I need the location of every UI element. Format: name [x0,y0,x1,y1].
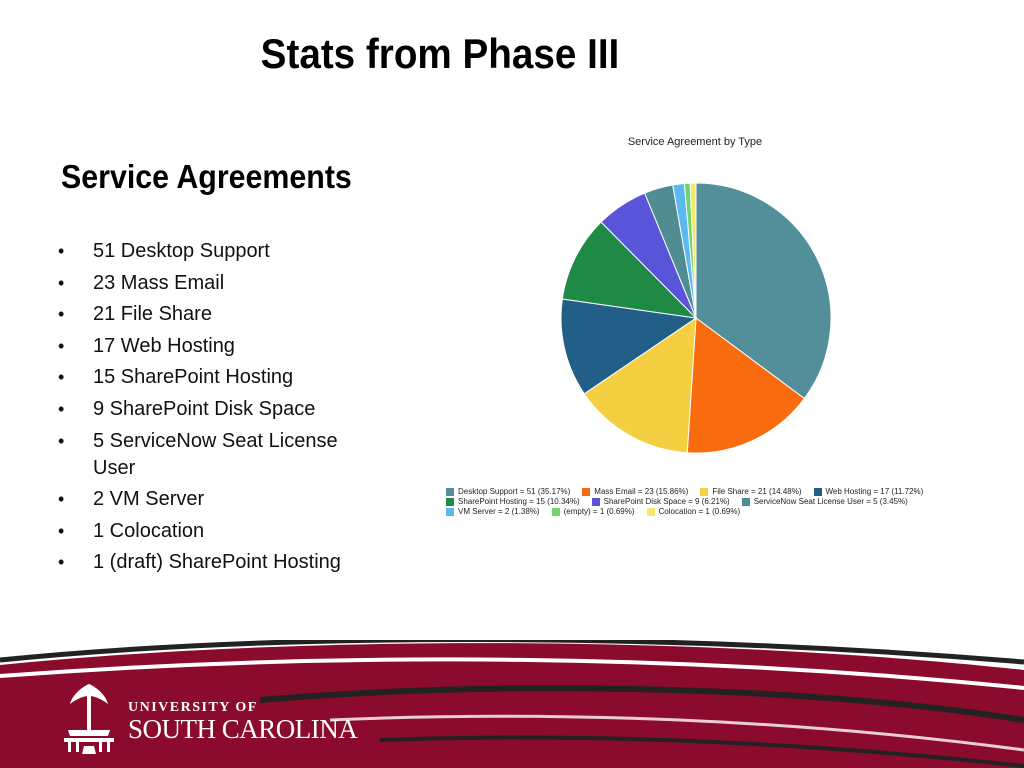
legend-swatch [551,507,560,516]
legend-swatch [582,487,591,496]
logo-line1: UNIVERSITY OF [128,700,258,715]
footer-garnet-band [0,643,1024,768]
legend-item-6: ServiceNow Seat License User = 5 (3.45%) [741,497,908,506]
pie-slice-4 [561,221,698,319]
legend-swatch [591,497,600,506]
legend-item-2: File Share = 21 (14.48%) [700,487,802,496]
legend-label: Colocation = 1 (0.69%) [658,507,741,516]
slide-title: Stats from Phase III [260,30,620,77]
legend-label: File Share = 21 (14.48%) [712,487,802,496]
pie-slice-3 [560,298,698,395]
bullet-item: 17 Web Hosting [58,333,378,360]
legend-item-0: Desktop Support = 51 (35.17%) [446,487,570,496]
legend-item-9: Colocation = 1 (0.69%) [646,507,741,516]
legend-label: Desktop Support = 51 (35.17%) [458,487,571,496]
legend-swatch [646,507,655,516]
footer-stripe [0,640,1024,665]
legend-swatch [741,497,750,506]
legend-item-7: VM Server = 2 (1.38%) [446,507,540,516]
legend-swatch [700,487,709,496]
chart-title: Service Agreement by Type [627,136,763,148]
legend-swatch [446,497,454,506]
legend-label: SharePoint Disk Space = 9 (6.21%) [603,497,730,506]
bullet-item: 1 (draft) SharePoint Hosting [58,549,378,576]
section-heading: Service Agreements [61,158,352,195]
legend-label: VM Server = 2 (1.38%) [458,507,540,516]
university-logo-text: UNIVERSITY OF SOUTH CAROLINA [128,700,358,745]
legend-item-5: SharePoint Disk Space = 9 (6.21%) [591,497,730,506]
legend-label: Web Hosting = 17 (11.72%) [825,487,924,496]
bullet-item: 21 File Share [58,301,378,328]
footer-stripe [329,714,1024,752]
legend-swatch [446,487,454,496]
bullet-item: 1 Colocation [58,518,378,545]
legend-label: (empty) = 1 (0.69%) [563,507,635,516]
legend-item-8: (empty) = 1 (0.69%) [551,507,635,516]
legend-label: Mass Email = 23 (15.86%) [594,487,689,496]
palmetto-crest-icon [64,684,114,754]
logo-line2: SOUTH CAROLINA [128,714,358,744]
legend-item-1: Mass Email = 23 (15.86%) [582,487,688,496]
legend-item-3: Web Hosting = 17 (11.72%) [813,487,924,496]
pie-slice-1 [686,317,806,454]
footer-stripe [0,657,1024,690]
legend-swatch [446,507,454,516]
pie-slice-2 [583,317,697,454]
bullet-item: 5 ServiceNow Seat License User [58,428,378,482]
pie-chart [560,182,832,454]
legend-label: SharePoint Hosting = 15 (10.34%) [458,497,580,506]
legend-label: ServiceNow Seat License User = 5 (3.45%) [753,497,908,506]
footer-stripe [259,685,1024,723]
bullet-item: 23 Mass Email [58,270,378,297]
bullet-item: 51 Desktop Support [58,238,378,265]
legend-item-4: SharePoint Hosting = 15 (10.34%) [446,497,580,506]
pie-slice-9 [689,182,697,319]
bullet-item: 9 SharePoint Disk Space [58,396,378,423]
bullet-list: 51 Desktop Support 23 Mass Email 21 File… [58,238,378,581]
pie-slice-0 [695,182,832,400]
chart-legend: Desktop Support = 51 (35.17%) Mass Email … [446,487,976,516]
legend-swatch [813,487,822,496]
bullet-item: 15 SharePoint Hosting [58,364,378,391]
footer-stripe [379,735,1024,768]
footer-banner [0,640,1024,768]
bullet-item: 2 VM Server [58,486,378,513]
